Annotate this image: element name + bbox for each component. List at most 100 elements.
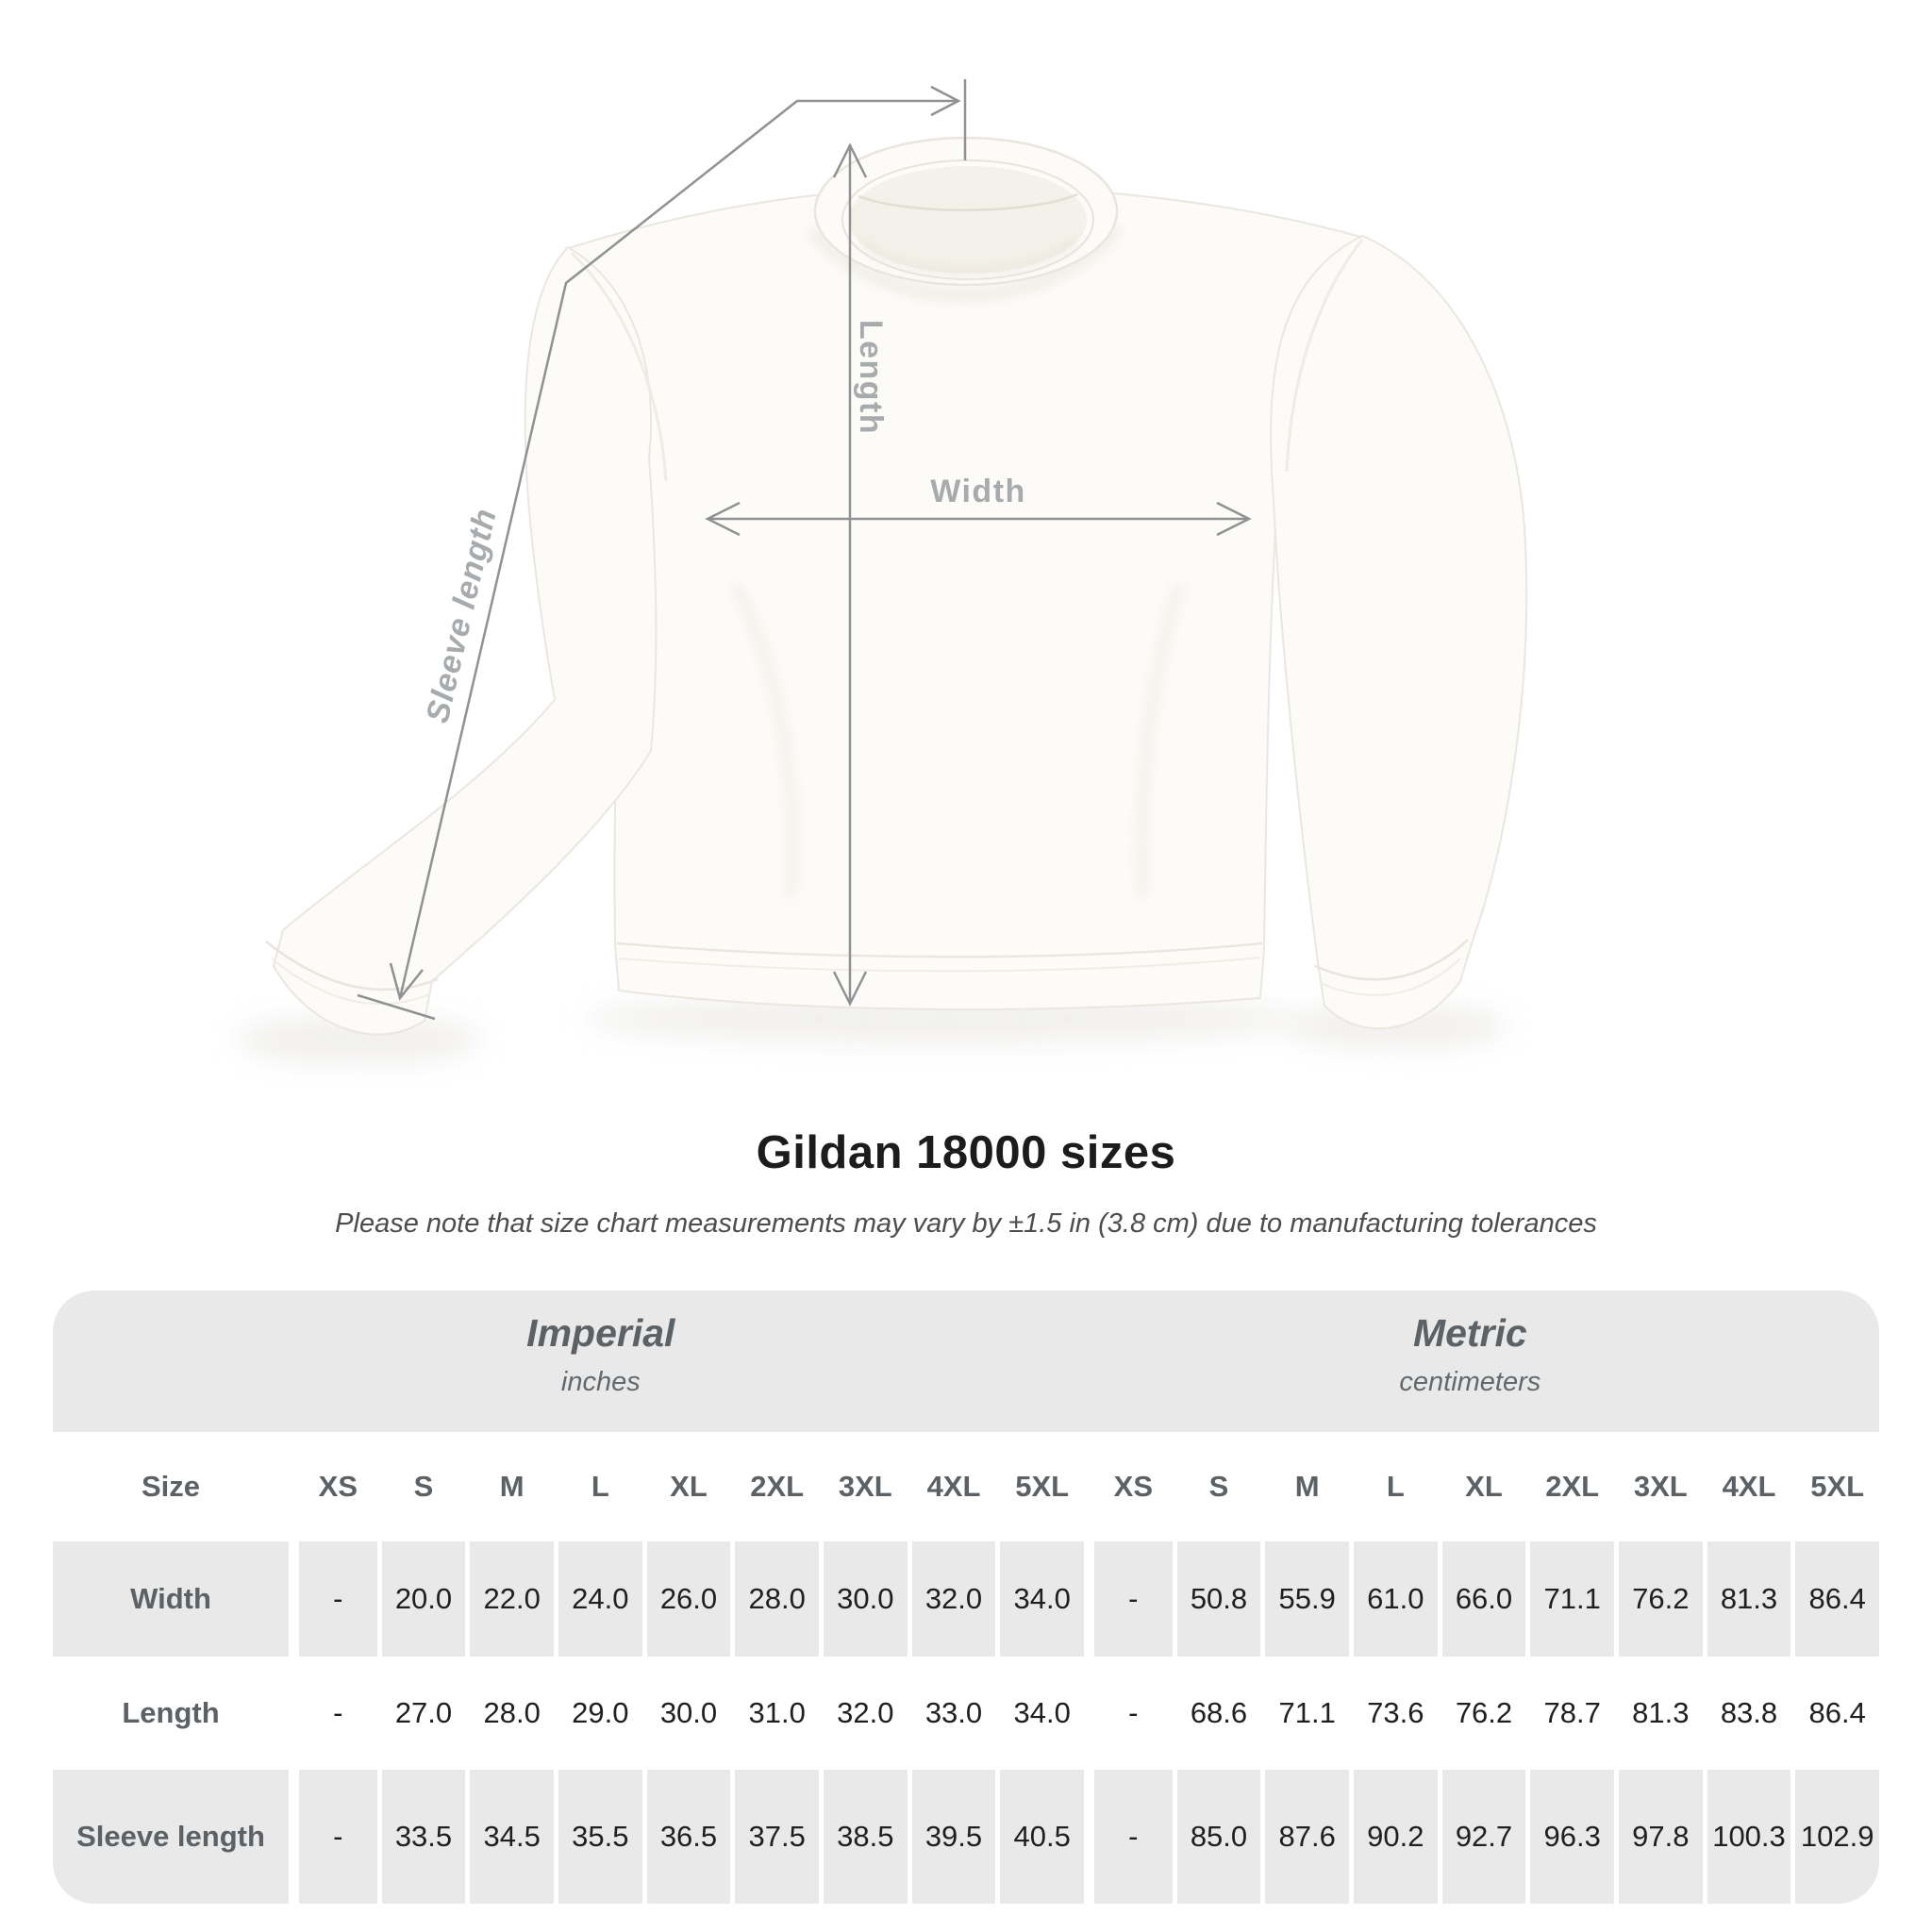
value-cell: 20.0 [376, 1541, 466, 1657]
imperial-group-header: Imperial inches [526, 1311, 675, 1398]
metric-unit: centimeters [1399, 1367, 1541, 1397]
size-header-cell: 2XL [1525, 1432, 1614, 1541]
value-cell: 90.2 [1348, 1770, 1438, 1904]
value-cell: 97.8 [1613, 1770, 1703, 1904]
value-cell: 50.8 [1172, 1541, 1261, 1657]
value-cell: 33.5 [376, 1770, 466, 1904]
table-group-header: Imperial inches Metric centimeters [53, 1291, 1879, 1432]
value-cell: 92.7 [1437, 1770, 1526, 1904]
right-shoulder-seam [1285, 239, 1364, 473]
table-row-length: Length - 27.0 28.0 29.0 30.0 31.0 32.0 3… [53, 1657, 1879, 1770]
size-header-cell: 4XL [1702, 1432, 1791, 1541]
value-cell: 39.5 [907, 1770, 996, 1904]
size-header-cell: XL [1437, 1432, 1526, 1541]
value-cell: 81.3 [1702, 1541, 1791, 1657]
value-cell: 55.9 [1260, 1541, 1349, 1657]
imperial-label: Imperial [526, 1311, 675, 1355]
value-cell: 96.3 [1525, 1770, 1614, 1904]
value-cell: 38.5 [818, 1770, 908, 1904]
value-cell: 78.7 [1525, 1657, 1614, 1770]
sweatshirt-body [564, 185, 1366, 1010]
length-arrowhead-bottom [832, 971, 868, 1007]
value-cell: 28.0 [465, 1657, 554, 1770]
row-label: Length [53, 1657, 289, 1770]
page-title: Gildan 18000 sizes [756, 1127, 1176, 1178]
back-neck-seam [858, 192, 1078, 211]
size-header-cell: 4XL [907, 1432, 996, 1541]
value-cell: 34.5 [465, 1770, 554, 1904]
hem-stitching [616, 941, 1263, 958]
value-cell: 71.1 [1260, 1657, 1349, 1770]
value-cell: 34.0 [995, 1541, 1084, 1657]
cuff-end-tick [357, 993, 436, 1021]
value-cell: 83.8 [1702, 1657, 1791, 1770]
value-cell: 34.0 [995, 1657, 1084, 1770]
value-cell: 73.6 [1348, 1657, 1438, 1770]
size-header-cell: M [465, 1432, 554, 1541]
value-cell: 28.0 [730, 1541, 819, 1657]
value-cell: 85.0 [1172, 1770, 1261, 1904]
right-sleeve [1270, 234, 1528, 1030]
value-cell: 31.0 [730, 1657, 819, 1770]
imperial-unit: inches [560, 1367, 641, 1397]
tolerance-note: Please note that size chart measurements… [335, 1208, 1597, 1239]
value-cell: - [1083, 1770, 1173, 1904]
value-cell: 61.0 [1348, 1541, 1438, 1657]
sleeve-arrowhead-bottom [389, 962, 424, 1001]
value-cell: 32.0 [907, 1541, 996, 1657]
left-sleeve [265, 245, 668, 1036]
value-cell: 24.0 [553, 1541, 642, 1657]
metric-label: Metric [1412, 1311, 1527, 1355]
value-cell: 40.5 [995, 1770, 1084, 1904]
metric-group-header: Metric centimeters [1399, 1311, 1541, 1398]
size-header-cell: 5XL [1790, 1432, 1879, 1541]
value-cell: 26.0 [641, 1541, 731, 1657]
value-cell: 30.0 [818, 1541, 908, 1657]
value-cell: 86.4 [1790, 1541, 1879, 1657]
value-cell: - [1083, 1541, 1173, 1657]
value-cell: 68.6 [1172, 1657, 1261, 1770]
size-header-cell: S [376, 1432, 466, 1541]
value-cell: - [289, 1770, 377, 1904]
value-cell: 32.0 [818, 1657, 908, 1770]
neck-opening [849, 166, 1087, 274]
value-cell: 29.0 [553, 1657, 642, 1770]
value-cell: 33.0 [907, 1657, 996, 1770]
width-arrowhead-left [705, 501, 741, 537]
sweatshirt-diagram: Length Width Sleeve length [236, 79, 1528, 1064]
sleeve-length-line [398, 99, 958, 999]
value-cell: 36.5 [641, 1770, 731, 1904]
value-cell: - [289, 1657, 377, 1770]
value-cell: 86.4 [1790, 1657, 1879, 1770]
size-header-cell: S [1172, 1432, 1261, 1541]
value-cell: 30.0 [641, 1657, 731, 1770]
value-cell: 35.5 [553, 1770, 642, 1904]
table-row-sleeve-length: Sleeve length - 33.5 34.5 35.5 36.5 37.5… [53, 1770, 1879, 1904]
value-cell: 27.0 [376, 1657, 466, 1770]
table-row-width: Width - 20.0 22.0 24.0 26.0 28.0 30.0 32… [53, 1541, 1879, 1657]
value-cell: 87.6 [1260, 1770, 1349, 1904]
size-header-cell: XS [289, 1432, 377, 1541]
row-label: Sleeve length [53, 1770, 289, 1904]
left-shoulder-seam [570, 251, 668, 482]
size-header-cell: 2XL [730, 1432, 819, 1541]
size-header-cell: L [1348, 1432, 1438, 1541]
size-header-cell: L [553, 1432, 642, 1541]
collar [808, 136, 1123, 302]
value-cell: 71.1 [1525, 1541, 1614, 1657]
left-cuff-stitching [265, 941, 439, 991]
width-arrowhead-right [1216, 501, 1252, 537]
row-label: Width [53, 1541, 289, 1657]
size-header-cell: 3XL [818, 1432, 908, 1541]
size-header-cell: XS [1083, 1432, 1173, 1541]
size-header-cell: XL [641, 1432, 731, 1541]
sleeve-length-label: Sleeve length [420, 505, 504, 726]
table-header-row: Size XS S M L XL 2XL 3XL 4XL 5XL XS S M … [53, 1432, 1879, 1541]
value-cell: 22.0 [465, 1541, 554, 1657]
sleeve-arrowhead-top [930, 85, 961, 117]
right-cuff-stitching [1314, 939, 1469, 981]
value-cell: 76.2 [1437, 1657, 1526, 1770]
value-cell: 66.0 [1437, 1541, 1526, 1657]
value-cell: 37.5 [730, 1770, 819, 1904]
